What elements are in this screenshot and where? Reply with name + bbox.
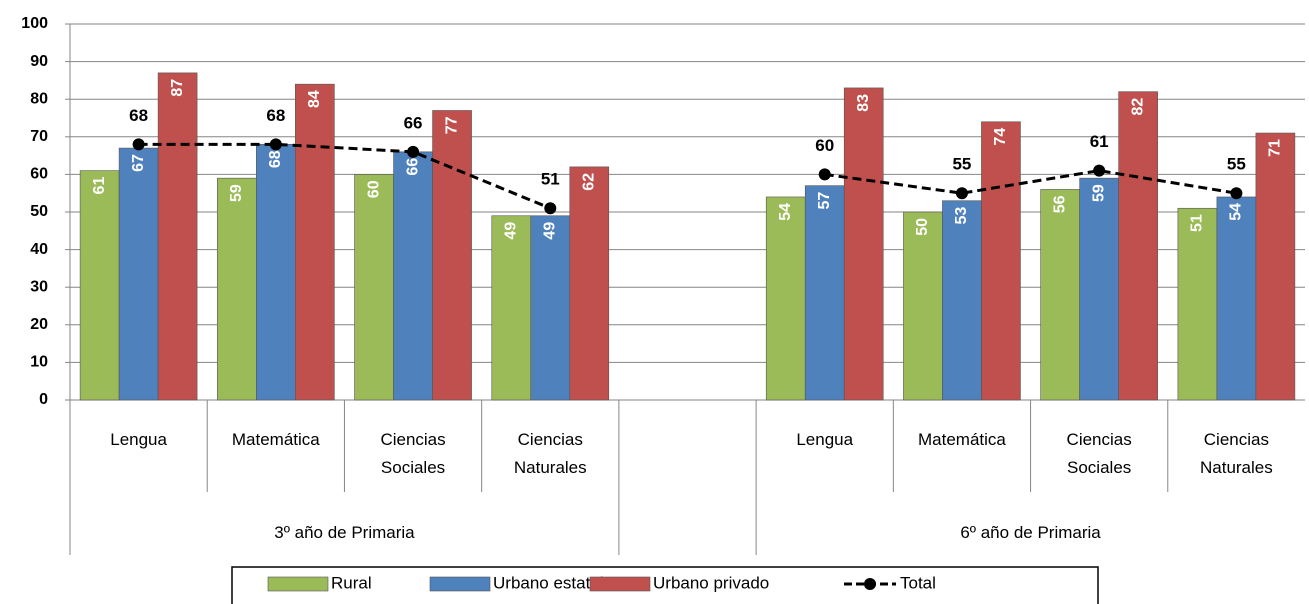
bar xyxy=(79,170,120,401)
total-point xyxy=(1230,187,1243,200)
bar xyxy=(530,215,571,401)
total-point xyxy=(544,202,557,215)
bar-value-label: 51 xyxy=(1189,214,1206,232)
group-label: 6º año de Primaria xyxy=(960,523,1101,542)
y-tick-label: 20 xyxy=(30,316,48,333)
legend-label: Total xyxy=(900,573,936,592)
total-value-label: 68 xyxy=(129,106,148,125)
y-tick-label: 80 xyxy=(30,90,48,107)
bar xyxy=(843,87,884,401)
bar xyxy=(295,83,335,401)
bar xyxy=(804,185,845,401)
bar-value-label: 56 xyxy=(1051,195,1068,213)
y-tick-label: 90 xyxy=(30,53,48,70)
legend-label: Urbano estatal xyxy=(493,573,604,592)
x-tick-label: Matemática xyxy=(231,430,320,449)
bar-value-label: 59 xyxy=(228,184,245,202)
bar xyxy=(1040,189,1080,401)
x-tick-label: Lengua xyxy=(110,430,167,449)
bar xyxy=(393,151,433,401)
bar xyxy=(118,147,159,401)
bar-value-label: 82 xyxy=(1129,98,1146,116)
bar-value-label: 53 xyxy=(953,207,970,225)
y-tick-label: 30 xyxy=(30,278,48,295)
bar xyxy=(256,144,296,401)
legend-swatch xyxy=(589,576,651,592)
bar xyxy=(1216,196,1257,401)
bar xyxy=(1177,207,1218,401)
legend-label: Rural xyxy=(331,573,372,592)
bar-value-label: 77 xyxy=(443,116,460,134)
y-tick-label: 60 xyxy=(30,166,48,183)
x-tick-label: Ciencias Sociales xyxy=(1066,430,1132,477)
legend-point xyxy=(864,578,876,590)
total-value-label: 55 xyxy=(952,155,971,174)
bar-value-label: 83 xyxy=(855,94,872,112)
bar-value-label: 66 xyxy=(404,158,421,176)
bar xyxy=(217,177,257,401)
total-point xyxy=(407,145,420,158)
y-tick-label: 70 xyxy=(30,128,48,145)
bar-value-label: 54 xyxy=(777,203,794,221)
bar xyxy=(1255,132,1296,401)
bar xyxy=(432,110,472,401)
bar-value-label: 84 xyxy=(306,90,323,108)
total-point xyxy=(269,138,282,151)
x-tick-label: Ciencias Sociales xyxy=(380,430,446,477)
bar-value-label: 62 xyxy=(580,173,597,191)
bar xyxy=(354,174,394,401)
bar-value-label: 87 xyxy=(169,79,186,97)
total-point xyxy=(818,168,831,181)
y-tick-label: 10 xyxy=(30,354,48,371)
bar xyxy=(491,215,532,401)
bar-value-label: 57 xyxy=(816,192,833,210)
total-point xyxy=(1093,164,1106,177)
bar-value-label: 59 xyxy=(1090,184,1107,202)
bar-value-label: 61 xyxy=(91,177,108,195)
total-point xyxy=(132,138,145,151)
total-value-label: 60 xyxy=(815,136,834,155)
bar xyxy=(569,166,610,401)
bar xyxy=(1118,91,1158,401)
group-label: 3º año de Primaria xyxy=(274,523,415,542)
total-value-label: 68 xyxy=(266,106,285,125)
bar-value-label: 49 xyxy=(502,222,519,240)
total-value-label: 61 xyxy=(1090,132,1109,151)
bar-value-label: 54 xyxy=(1228,203,1245,221)
bar-value-label: 50 xyxy=(914,218,931,236)
total-value-label: 51 xyxy=(541,170,560,189)
x-tick-label: Matemática xyxy=(918,430,1006,449)
bar-value-label: 67 xyxy=(130,154,147,172)
total-point xyxy=(955,187,968,200)
bar xyxy=(942,200,982,401)
bar-value-label: 49 xyxy=(541,222,558,240)
bar xyxy=(157,72,198,401)
bar-value-label: 74 xyxy=(992,128,1009,146)
legend-label: Urbano privado xyxy=(653,573,769,592)
y-tick-label: 0 xyxy=(39,391,48,408)
bar-value-label: 68 xyxy=(267,150,284,168)
total-line xyxy=(138,142,551,210)
legend-box xyxy=(231,566,1099,604)
y-tick-label: 100 xyxy=(21,15,48,32)
bar-value-label: 71 xyxy=(1267,139,1284,157)
y-tick-label: 50 xyxy=(30,203,48,220)
bar xyxy=(903,211,943,401)
x-tick-label: Ciencias Naturales xyxy=(1199,430,1273,477)
legend-swatch xyxy=(267,576,329,592)
bar xyxy=(1079,177,1119,401)
y-tick-label: 40 xyxy=(30,241,48,258)
bar-value-label: 60 xyxy=(365,180,382,198)
bar xyxy=(981,121,1021,401)
legend-swatch xyxy=(429,576,491,592)
total-value-label: 66 xyxy=(404,113,423,132)
x-tick-label: Ciencias Naturales xyxy=(513,430,587,477)
total-value-label: 55 xyxy=(1227,155,1246,174)
x-tick-label: Lengua xyxy=(796,430,854,449)
bar xyxy=(765,196,806,401)
